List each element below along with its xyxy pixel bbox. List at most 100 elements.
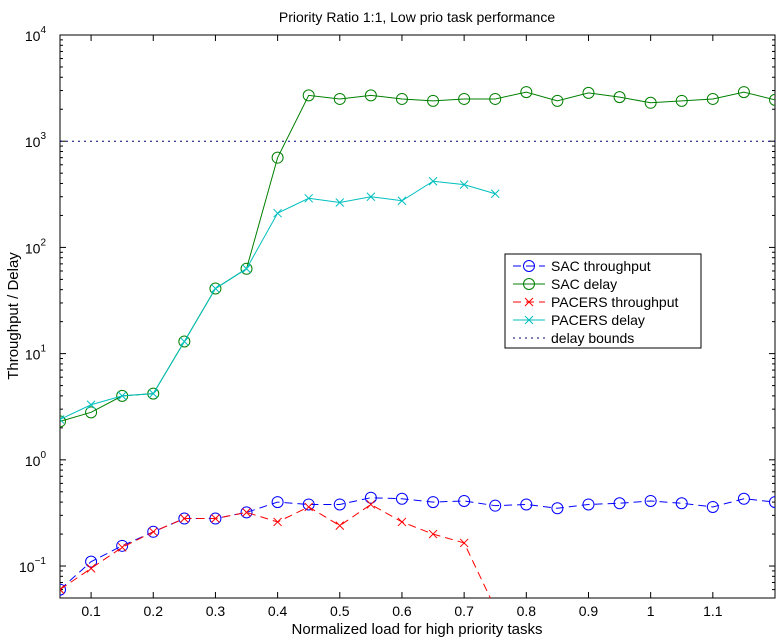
marker-stroke <box>86 564 96 573</box>
data-point-pacers-delay <box>397 196 407 206</box>
data-point-sac-delay <box>489 92 502 105</box>
data-point-pacers-delay <box>273 208 282 218</box>
data-point-pacers-delay <box>117 391 127 401</box>
data-point-sac-throughput <box>644 494 657 507</box>
data-point-sac-throughput <box>489 499 502 512</box>
data-point-sac-delay <box>458 92 471 105</box>
legend-marker-pacers-delay <box>524 315 534 325</box>
data-point-sac-delay <box>675 94 688 107</box>
data-point-sac-throughput <box>520 498 533 511</box>
data-point-pacers-delay <box>60 415 65 424</box>
data-point-pacers-delay <box>459 180 469 189</box>
data-point-sac-delay <box>302 89 315 102</box>
marker-stroke <box>60 418 65 424</box>
data-point-sac-throughput <box>240 506 253 519</box>
marker-stroke <box>273 517 282 527</box>
marker-stroke <box>524 315 534 325</box>
data-point-sac-throughput <box>675 497 688 510</box>
y-tick-label: 10−1 <box>19 556 46 575</box>
data-point-sac-throughput <box>333 498 346 511</box>
legend: SAC throughput SAC delay PACERS throughput… <box>504 253 702 349</box>
data-point-sac-throughput <box>613 497 626 510</box>
x-tick-label: 0.3 <box>206 603 226 619</box>
x-tick-label: 0.2 <box>144 603 164 619</box>
data-point-pacers-throughput <box>242 508 251 517</box>
data-point-sac-delay <box>769 93 775 106</box>
data-point-pacers-throughput <box>335 521 345 531</box>
data-point-sac-delay <box>60 415 66 428</box>
data-point-pacers-delay <box>335 198 345 207</box>
marker-stroke <box>397 196 407 206</box>
series-line-sac-throughput <box>60 497 775 590</box>
data-point-pacers-throughput <box>117 542 127 552</box>
marker-stroke <box>148 527 158 537</box>
marker-stroke <box>86 400 96 410</box>
legend-entry-delay-bounds: delay bounds <box>551 330 634 346</box>
data-point-pacers-throughput <box>428 529 438 539</box>
marker-stroke <box>428 176 438 186</box>
data-point-pacers-delay <box>304 193 314 203</box>
data-point-sac-throughput <box>582 498 595 511</box>
data-point-sac-throughput <box>395 492 408 505</box>
data-point-sac-delay <box>613 91 626 104</box>
data-point-pacers-throughput <box>491 604 499 612</box>
y-axis-label: Throughput / Delay <box>5 252 22 380</box>
data-point-sac-throughput <box>116 539 129 552</box>
data-point-sac-delay <box>333 92 346 105</box>
data-point-pacers-delay <box>86 400 96 410</box>
x-axis-label: Normalized load for high priority tasks <box>292 621 543 638</box>
x-tick-label: 1 <box>647 603 655 619</box>
legend-entry-sac-delay: SAC delay <box>551 276 617 292</box>
data-point-sac-throughput <box>60 583 66 596</box>
data-point-pacers-delay <box>211 284 220 293</box>
legend-marker-sac-delay <box>523 278 535 290</box>
x-tick-label: 0.4 <box>268 603 288 619</box>
data-point-sac-delay <box>551 94 564 107</box>
marker-stroke <box>335 521 345 531</box>
data-point-sac-throughput <box>427 496 440 509</box>
data-point-sac-throughput <box>364 491 377 504</box>
y-tick-label: 101 <box>25 344 47 363</box>
data-point-sac-throughput <box>458 494 471 507</box>
marker-stroke <box>491 604 499 612</box>
data-point-pacers-delay <box>490 189 500 199</box>
marker-stroke <box>117 391 127 401</box>
series-group <box>60 86 775 612</box>
data-point-pacers-throughput <box>397 517 407 527</box>
marker-stroke <box>491 604 499 612</box>
x-tick-label: 0.1 <box>81 603 101 619</box>
data-point-sac-delay <box>520 86 533 99</box>
data-point-pacers-throughput <box>304 502 314 512</box>
marker-stroke <box>179 337 189 346</box>
data-point-pacers-delay <box>148 389 158 398</box>
data-point-pacers-throughput <box>60 585 65 594</box>
marker-stroke <box>524 297 534 307</box>
marker-stroke <box>459 180 469 189</box>
marker-stroke <box>60 588 65 594</box>
marker-stroke <box>490 189 500 199</box>
marker-stroke <box>366 192 376 202</box>
data-point-sac-throughput <box>85 555 98 568</box>
marker-stroke <box>428 529 438 539</box>
x-tick-label: 0.6 <box>392 603 412 619</box>
legend-box <box>504 253 702 349</box>
marker-stroke <box>60 585 65 591</box>
data-point-sac-throughput <box>302 498 315 511</box>
data-point-sac-delay <box>209 282 222 295</box>
data-point-pacers-throughput <box>211 514 220 523</box>
marker-stroke <box>459 538 469 548</box>
marker-stroke <box>397 517 407 527</box>
data-point-sac-throughput <box>147 525 160 538</box>
data-point-sac-delay <box>85 406 98 419</box>
data-point-pacers-throughput <box>273 517 282 527</box>
marker-stroke <box>304 502 314 512</box>
legend-entry-pacers-throughput: PACERS throughput <box>551 294 678 310</box>
marker-stroke <box>179 514 189 523</box>
data-point-pacers-delay <box>179 337 189 346</box>
data-point-sac-throughput <box>551 502 564 515</box>
data-point-pacers-throughput <box>179 514 189 523</box>
x-tick-label: 0.9 <box>579 603 599 619</box>
data-point-sac-delay <box>240 262 253 275</box>
data-point-pacers-throughput <box>459 538 469 548</box>
